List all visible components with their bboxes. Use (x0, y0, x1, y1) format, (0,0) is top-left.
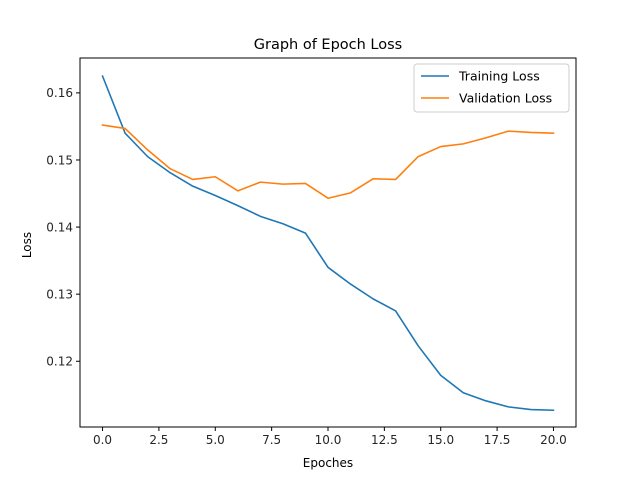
y-tick-label: 0.14 (46, 220, 73, 234)
series-lines (101, 75, 555, 412)
legend-label-validation: Validation Loss (459, 91, 552, 106)
y-tick-label: 0.12 (46, 355, 73, 369)
x-tick-label: 20.0 (540, 433, 567, 447)
x-tick-label: 2.5 (149, 433, 168, 447)
y-tick-label: 0.16 (46, 86, 73, 100)
y-tick-label: 0.13 (46, 287, 73, 301)
x-tick-label: 7.5 (262, 433, 281, 447)
x-tick-label: 10.0 (315, 433, 342, 447)
x-tick-label: 17.5 (484, 433, 511, 447)
y-tick-label: 0.15 (46, 153, 73, 167)
validation-loss-line (101, 124, 555, 200)
legend: Training Loss Validation Loss (413, 63, 570, 113)
x-tick-label: 12.5 (371, 433, 398, 447)
x-axis-ticks: 0.0 2.5 5.0 7.5 10.0 12.5 15.0 17.5 20.0 (93, 427, 567, 447)
legend-label-training: Training Loss (458, 69, 540, 84)
y-axis-ticks: 0.12 0.13 0.14 0.15 0.16 (46, 86, 80, 369)
x-tick-label: 0.0 (93, 433, 112, 447)
chart-title: Graph of Epoch Loss (254, 37, 402, 53)
legend-box (413, 63, 570, 113)
x-axis-label: Epoches (303, 456, 353, 470)
x-tick-label: 5.0 (206, 433, 225, 447)
y-axis-label: Loss (20, 232, 34, 258)
training-loss-line (101, 75, 555, 412)
plot-frame (79, 57, 577, 428)
x-tick-label: 15.0 (427, 433, 454, 447)
